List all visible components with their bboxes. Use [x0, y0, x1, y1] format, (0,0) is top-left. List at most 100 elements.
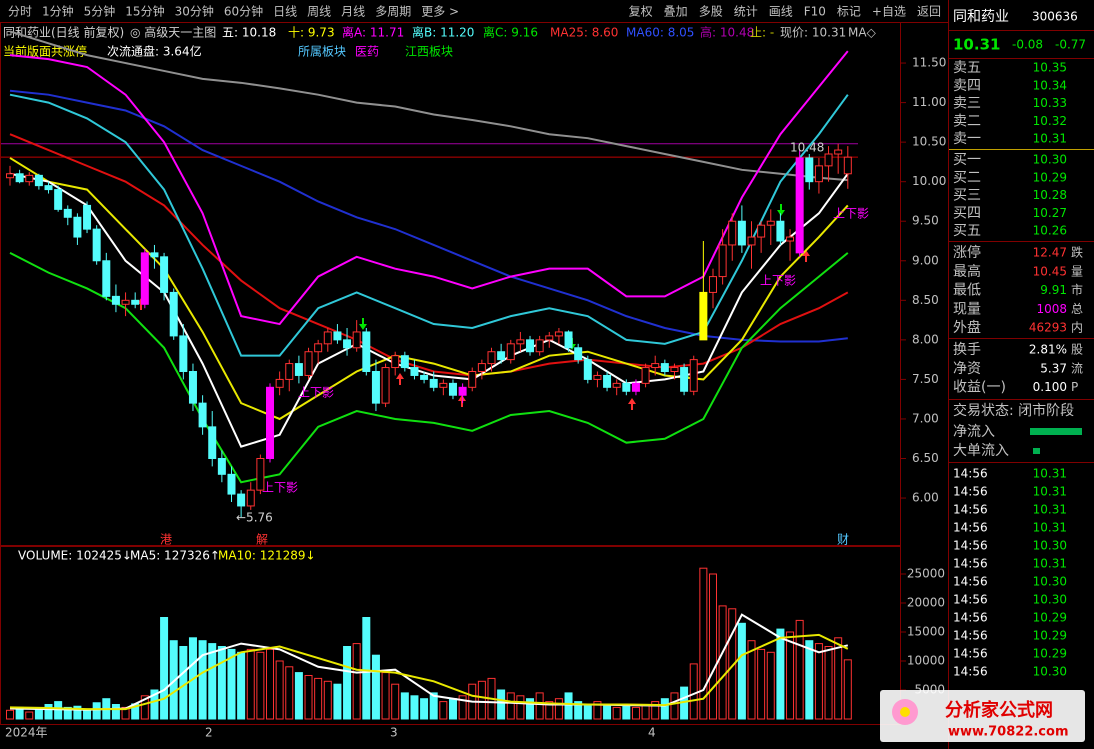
volume-bar	[34, 708, 43, 720]
book-label: 卖一	[953, 131, 981, 147]
toolbar-tab[interactable]: 15分钟	[125, 4, 164, 19]
annotation: 上下影	[760, 274, 796, 288]
volume-bar	[246, 648, 255, 720]
trade-time: 14:56	[953, 521, 988, 535]
candle-body	[747, 236, 756, 246]
candle-body	[25, 174, 34, 183]
stat-suffix: 量	[1071, 264, 1083, 278]
candle-body	[323, 331, 332, 345]
candle-body	[805, 157, 814, 183]
volume-bar	[477, 680, 486, 720]
toolbar-tab[interactable]: 更多 >	[421, 5, 459, 19]
volume-bar	[516, 695, 525, 720]
stat-value: 46293	[1029, 321, 1067, 335]
candle-body	[15, 173, 24, 183]
trade-price: 10.30	[1033, 575, 1067, 589]
volume-bar	[429, 692, 438, 720]
toolbar-button[interactable]: 叠加	[664, 5, 688, 19]
stat-value: 2.81%	[1029, 343, 1067, 357]
main-plot	[1, 30, 858, 518]
book-price: 10.27	[1033, 206, 1067, 220]
candle-body	[429, 378, 438, 388]
annotation: 财	[837, 533, 849, 547]
toolbar-button[interactable]: 多股	[699, 5, 723, 19]
candle-body	[246, 489, 255, 507]
volume-bar	[275, 660, 284, 720]
toolbar-tab[interactable]: 1分钟	[42, 4, 74, 19]
volume-bar	[266, 648, 275, 720]
stat-value: 12.47	[1033, 246, 1067, 260]
candle-body	[583, 359, 592, 380]
toolbar-button[interactable]: 复权	[629, 5, 653, 19]
toolbar-button[interactable]: F10	[804, 5, 826, 19]
volume-bar	[718, 605, 727, 720]
candle-body	[689, 359, 698, 392]
toolbar-button[interactable]: 画线	[769, 5, 793, 19]
volume-bar	[371, 654, 380, 720]
toolbar-button[interactable]: 标记	[837, 5, 861, 19]
x-tick-label: 2	[205, 726, 213, 740]
stat-suffix: 总	[1071, 302, 1083, 316]
change: -0.08	[1012, 38, 1043, 52]
candle-body	[34, 174, 43, 187]
volume-bar	[699, 567, 708, 720]
toolbar-tab[interactable]: 多周期	[375, 5, 411, 19]
book-price: 10.35	[1033, 61, 1067, 75]
volume-bar	[208, 643, 217, 720]
toolbar-button[interactable]: +自选	[872, 5, 906, 19]
y-tick-label: 6.50	[912, 451, 939, 465]
book-label: 买二	[953, 170, 981, 186]
legend-item: 五: 10.18	[222, 26, 276, 40]
toolbar-tab[interactable]: 月线	[341, 5, 365, 19]
volume-bar	[92, 702, 101, 720]
stat-value: 1008	[1036, 302, 1067, 316]
volume-bar	[814, 643, 823, 720]
toolbar-tab[interactable]: 日线	[273, 5, 297, 19]
candle-body	[256, 458, 265, 491]
y-tick-label: 7.00	[912, 411, 939, 425]
net-inflow-bar	[1030, 428, 1082, 435]
trade-price: 10.30	[1033, 539, 1067, 553]
candle-body	[737, 220, 746, 246]
trade-time: 14:56	[953, 647, 988, 661]
toolbar-tab[interactable]: 60分钟	[224, 4, 263, 19]
stock-code: 300636	[1032, 10, 1078, 24]
volume-bar	[111, 704, 120, 720]
volume-bar	[622, 704, 631, 720]
volume-bar	[766, 651, 775, 720]
volume-bar	[834, 637, 843, 720]
candle-body	[526, 339, 535, 353]
toolbar-tab[interactable]: 周线	[307, 5, 331, 19]
toolbar-tab[interactable]: 30分钟	[175, 4, 214, 19]
stock-name: 同和药业	[953, 9, 1009, 25]
legend-item: 现价: 10.31	[780, 26, 846, 40]
legend-item: 离B: 11.20	[412, 25, 474, 40]
y-tick-label: 6.00	[912, 491, 939, 505]
volume-bar	[497, 689, 506, 720]
volume-bar	[362, 617, 371, 720]
volume-bar	[439, 701, 448, 720]
book-price: 10.33	[1033, 96, 1067, 110]
volume-bar	[448, 698, 457, 720]
volume-bar	[179, 646, 188, 720]
toolbar-button[interactable]: 统计	[734, 5, 758, 19]
toolbar-tab[interactable]: 分时	[8, 5, 32, 19]
legend-item: MA◇	[848, 26, 877, 40]
candle-body	[6, 173, 14, 179]
toolbar-button[interactable]: 返回	[917, 5, 941, 19]
volume-bar	[304, 675, 313, 720]
stat-label: 换手	[953, 341, 981, 358]
volume-bar	[574, 701, 583, 720]
candle-body	[266, 386, 275, 459]
toolbar-tab[interactable]: 5分钟	[84, 4, 116, 19]
candle-body	[487, 351, 496, 365]
book-price: 10.30	[1033, 153, 1067, 167]
trade-price: 10.31	[1033, 503, 1067, 517]
volume-bar	[786, 631, 795, 720]
volume-bar	[25, 711, 34, 720]
flow-label: 净流入	[953, 424, 995, 440]
volume-bar	[458, 695, 467, 720]
stat-label: 外盘	[953, 319, 981, 336]
candle-body	[420, 374, 429, 380]
